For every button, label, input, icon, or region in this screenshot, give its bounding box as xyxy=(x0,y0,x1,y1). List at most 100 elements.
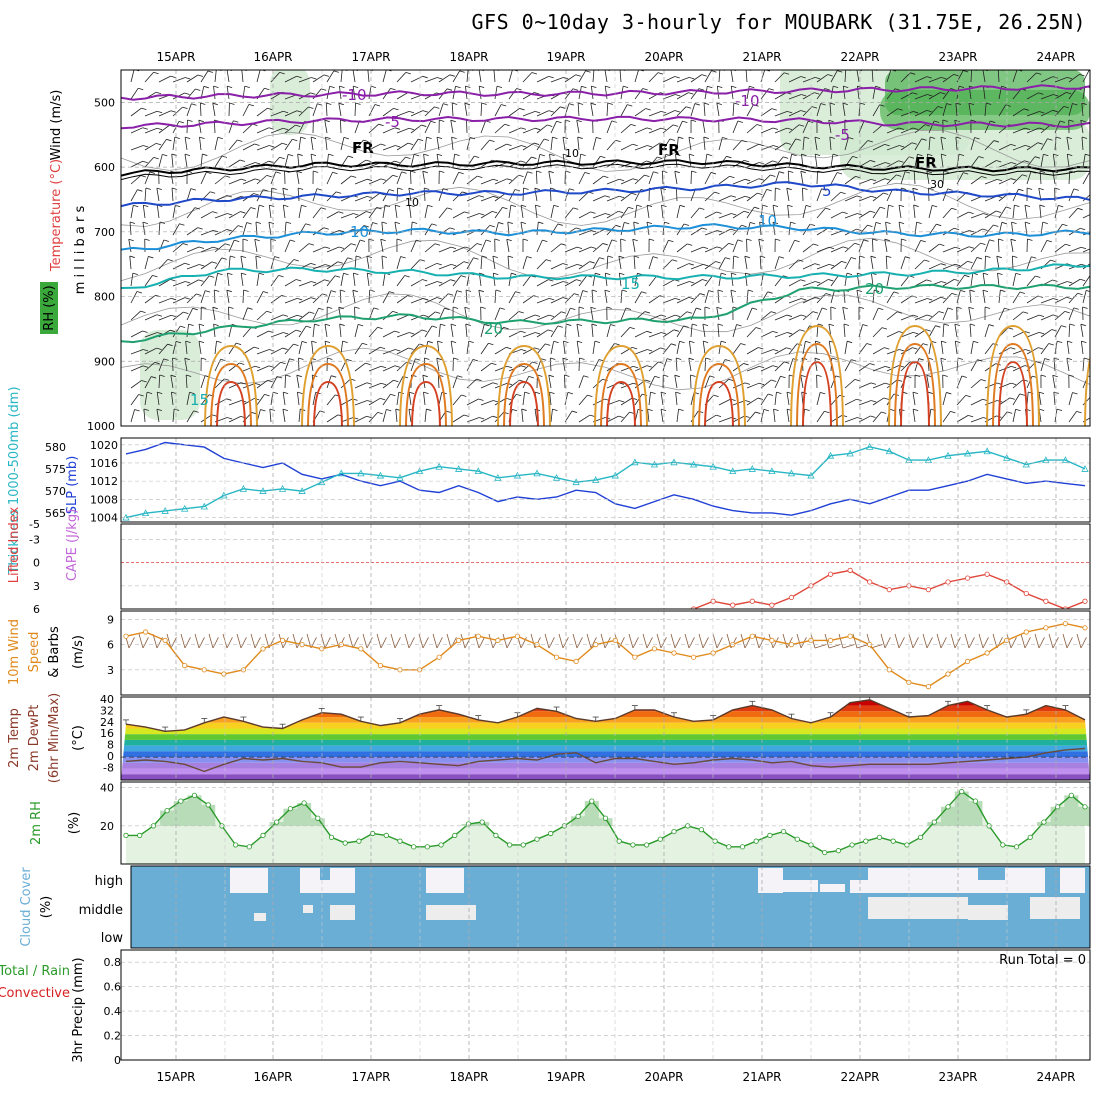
surface-wind-barb xyxy=(642,633,648,649)
wind-barb xyxy=(550,137,553,151)
wind-barb-flag xyxy=(526,256,532,259)
wind-barb xyxy=(436,154,440,168)
wind-barb-flag xyxy=(1090,275,1095,277)
wind-barb-flag xyxy=(854,379,860,382)
wind-barb xyxy=(242,307,248,321)
wind-barb-flag xyxy=(214,289,220,292)
wind-barb-flag xyxy=(908,156,915,159)
wind-barb-flag xyxy=(843,85,849,89)
wind-barb xyxy=(646,205,650,219)
surface-wind-barb xyxy=(940,637,947,649)
wind-barb-flag xyxy=(814,263,820,266)
wind-barb-flag xyxy=(465,323,471,326)
wind-barb xyxy=(466,175,478,185)
wind-barb xyxy=(184,137,188,151)
surface-wind-barb xyxy=(1095,637,1100,648)
wind-barb xyxy=(410,124,422,134)
cloud-level-label: middle xyxy=(79,903,123,918)
wind-barb-flag xyxy=(329,85,335,89)
wind-barb xyxy=(226,70,230,83)
wind-barb-flag xyxy=(1081,246,1087,250)
wind-barb-flag xyxy=(569,188,575,191)
wind-barb xyxy=(774,142,787,151)
wind-barb-flag xyxy=(1024,331,1030,334)
wind-barb xyxy=(410,170,412,185)
wind-barb-flag xyxy=(155,91,162,95)
wind-barb-flag xyxy=(805,204,812,208)
wind-barb xyxy=(242,222,248,236)
wind-barb xyxy=(620,207,629,219)
wind-barb-flag xyxy=(1005,206,1012,209)
wind-barb-flag xyxy=(1007,411,1013,414)
surface-wind-barb xyxy=(1066,637,1073,649)
wind-barb xyxy=(633,222,636,236)
thickness-line-point xyxy=(494,473,502,481)
wind-barb xyxy=(814,358,818,372)
wind-barb xyxy=(354,324,359,338)
wind-barb-flag xyxy=(310,92,316,95)
wind-barb xyxy=(760,174,771,185)
thickness-line-point xyxy=(787,469,796,477)
wind-barb-flag xyxy=(621,289,628,292)
wind-barb-flag xyxy=(418,138,424,142)
wind-barb-flag xyxy=(872,238,878,241)
wind-barb-flag xyxy=(711,70,717,73)
wind-barb-flag xyxy=(535,204,541,207)
wind-barb xyxy=(858,382,872,389)
wind-barb xyxy=(576,120,580,134)
wind-speed-panel xyxy=(123,620,1100,690)
wind-barb xyxy=(522,171,528,185)
wind-barb-flag xyxy=(814,357,820,361)
wind-barb xyxy=(886,205,889,219)
wind-barb-flag xyxy=(577,264,583,267)
wind-barb-flag xyxy=(507,255,514,258)
wind-barb-flag xyxy=(1080,119,1086,123)
wind-barb xyxy=(676,106,687,117)
wind-barb-flag xyxy=(328,153,334,156)
wind-barb-flag xyxy=(689,77,695,80)
wind-barb-flag xyxy=(198,340,205,344)
wind-barb-flag xyxy=(476,378,482,381)
wind-barb-flag xyxy=(324,119,330,123)
wind-barb-flag xyxy=(800,314,807,317)
warm-contour xyxy=(606,380,636,426)
lifted-index-line-point xyxy=(730,602,736,608)
wind-barb xyxy=(844,257,852,270)
wind-barb xyxy=(830,191,841,202)
wind-barb xyxy=(228,342,237,355)
wind-barb xyxy=(760,349,774,355)
wind-barb xyxy=(942,103,947,117)
wind-barb-flag xyxy=(400,256,406,259)
wind-barb xyxy=(844,176,856,185)
wind-barb xyxy=(1026,111,1040,117)
wind-barb-flag xyxy=(1064,311,1070,314)
surface-wind-barb xyxy=(1024,637,1031,649)
temp-axis-label-1: 2m Temp xyxy=(7,708,22,768)
wind-barb xyxy=(704,191,715,202)
wind-barb-flag xyxy=(519,108,525,111)
wind-barb-flag xyxy=(1095,231,1100,233)
wind-barb xyxy=(830,154,834,168)
wind-barb-flag xyxy=(283,110,289,114)
rh-line-point xyxy=(917,834,924,840)
wind-barb-flag xyxy=(327,306,333,309)
rh-line-point xyxy=(616,838,622,844)
contour-label: -5 xyxy=(835,126,850,144)
wind-barb xyxy=(998,206,1007,219)
wind-barb-flag xyxy=(737,120,743,123)
wind-barb xyxy=(842,86,846,100)
wind-barb xyxy=(1068,392,1073,406)
wind-barb xyxy=(928,243,940,253)
wind-barb xyxy=(900,142,913,151)
wind-barb-flag xyxy=(770,174,776,177)
wind-barb-flag xyxy=(534,127,541,131)
wind-barb xyxy=(452,414,465,423)
wind-barb-flag xyxy=(338,211,344,214)
wind-barb xyxy=(312,246,326,253)
wind-barb-flag xyxy=(869,210,876,213)
wind-barb xyxy=(802,137,805,151)
rh-line-point xyxy=(822,849,828,856)
wind-barb xyxy=(760,70,766,83)
wind-barb-flag xyxy=(725,257,731,260)
wind-barb-flag xyxy=(633,255,640,258)
